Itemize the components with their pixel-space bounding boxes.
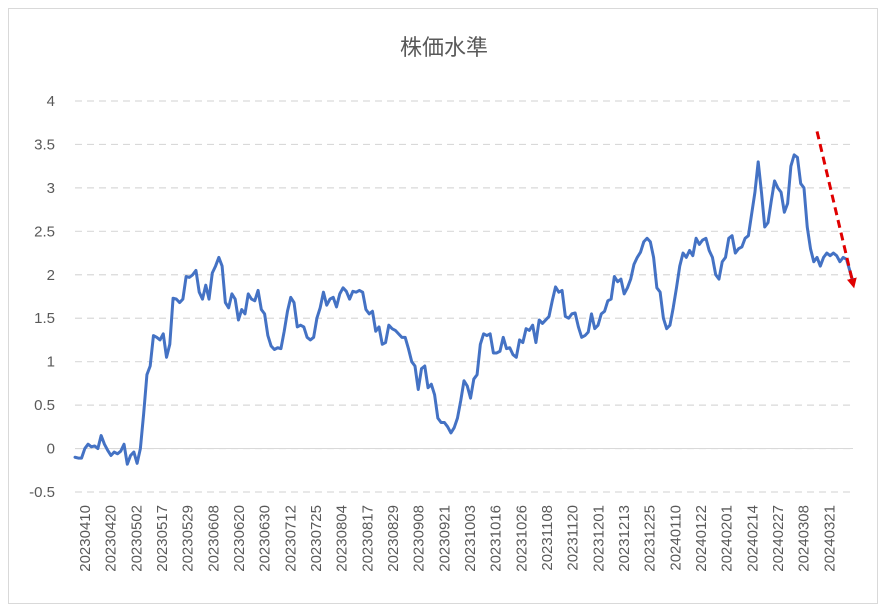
x-tick-label: 20240110: [667, 505, 684, 571]
x-tick-label: 20240201: [719, 505, 736, 572]
y-tick-label: 4: [47, 93, 55, 110]
chart-frame: 株価水準 4 3.5 3 2.5 2 1.5 1 0.5 0 -0.5 20230410 20230…: [8, 8, 878, 604]
x-tick-label: 20230725: [308, 505, 325, 572]
x-tick-label: 20230502: [128, 505, 145, 572]
y-tick-label: -0.5: [29, 484, 55, 501]
y-axis-ticks: 4 3.5 3 2.5 2 1.5 1 0.5 0 -0.5: [29, 93, 55, 501]
x-tick-label: 20230529: [180, 505, 197, 572]
x-tick-label: 20240321: [821, 505, 838, 572]
x-tick-label: 20231213: [616, 505, 633, 572]
y-tick-label: 2: [47, 267, 55, 284]
chart-title: 株価水準: [400, 36, 488, 61]
y-tick-label: 0.5: [34, 397, 55, 414]
x-tick-label: 20230410: [77, 505, 94, 572]
x-tick-label: 20230921: [436, 505, 453, 572]
x-axis-ticks: 20230410 20230420 20230502 20230517 20230529…: [77, 505, 838, 572]
x-tick-label: 20231016: [488, 505, 505, 572]
x-tick-label: 20230630: [257, 505, 274, 572]
grid-layer: [75, 100, 853, 493]
x-tick-label: 20230620: [231, 505, 248, 572]
y-tick-label: 0: [47, 441, 55, 458]
x-tick-label: 20230608: [205, 505, 222, 572]
x-tick-label: 20230908: [411, 505, 428, 572]
x-tick-label: 20231201: [590, 505, 607, 572]
x-tick-label: 20230420: [103, 505, 120, 572]
y-tick-label: 2.5: [34, 223, 55, 240]
stock-level-line-chart: 株価水準 43.532.521.510.50-0.5 20230410 20230…: [29, 36, 857, 572]
x-tick-label: 20230517: [154, 505, 171, 572]
y-tick-label: 1.5: [34, 310, 55, 327]
x-tick-label: 20230829: [385, 505, 402, 572]
x-tick-label: 20240122: [693, 505, 710, 572]
y-tick-label: 3.5: [34, 136, 55, 153]
x-tick-label: 20240308: [796, 505, 813, 572]
series-line: [73, 153, 855, 466]
y-tick-label: 1: [47, 354, 55, 371]
series-layer: [73, 153, 855, 466]
x-tick-label: 20231026: [513, 505, 530, 572]
y-tick-label: 3: [47, 180, 55, 197]
x-tick-label: 20231003: [462, 505, 479, 572]
annotation-layer: [815, 131, 857, 289]
x-tick-label: 20240214: [744, 505, 761, 572]
x-tick-label: 20230712: [282, 505, 299, 572]
x-tick-label: 20231108: [539, 505, 556, 571]
x-tick-label: 20230804: [334, 505, 351, 572]
downtrend-arrow: [815, 131, 857, 289]
x-tick-label: 20240227: [770, 505, 787, 572]
x-tick-label: 20231120: [565, 505, 582, 571]
x-tick-label: 20231225: [642, 505, 659, 572]
x-tick-label: 20230817: [359, 505, 376, 572]
